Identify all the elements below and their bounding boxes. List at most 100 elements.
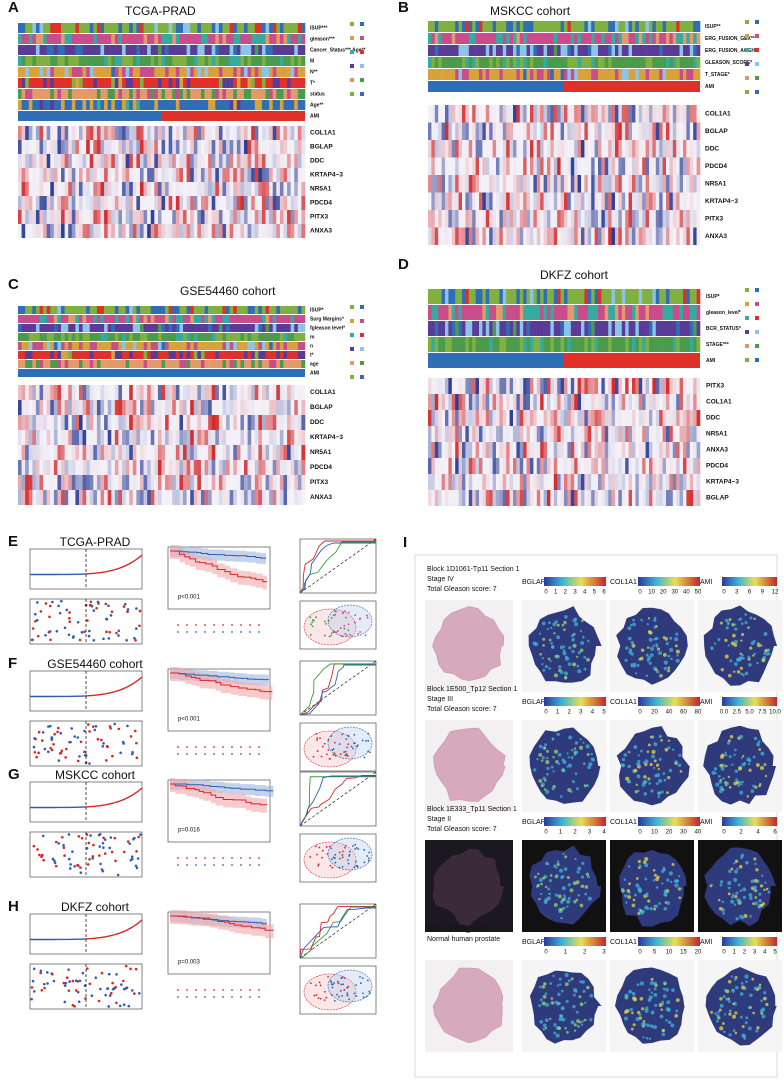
annotation-cell xyxy=(151,342,155,350)
heatmap-cell xyxy=(523,490,527,506)
annotation-cell xyxy=(197,78,201,88)
heatmap-cell xyxy=(686,175,690,193)
heatmap-cell xyxy=(283,182,287,196)
heatmap-cell xyxy=(486,442,490,458)
heatmap-cell xyxy=(158,460,162,475)
panel-title: DKFZ cohort xyxy=(540,268,609,282)
heatmap-cell xyxy=(574,175,578,193)
annotation-cell xyxy=(25,67,29,77)
heatmap-cell xyxy=(176,224,180,238)
annotation-cell xyxy=(298,360,302,368)
heatmap-cell xyxy=(158,430,162,445)
heatmap-cell xyxy=(43,140,47,154)
annotation-cell xyxy=(83,56,87,66)
heatmap-cell xyxy=(598,140,602,158)
annotation-label: age xyxy=(310,361,319,367)
annotation-cell xyxy=(162,360,166,368)
heatmap-cell xyxy=(496,123,500,141)
annotation-cell xyxy=(111,89,115,99)
heatmap-cell xyxy=(101,490,105,505)
annotation-cell xyxy=(40,342,44,350)
heatmap-cell xyxy=(287,154,291,168)
annotation-cell xyxy=(154,56,158,66)
heatmap-cell xyxy=(547,175,551,193)
pca-dot xyxy=(357,744,359,746)
heatmap-cell xyxy=(625,105,629,123)
heatmap-cell xyxy=(75,210,79,224)
heatmap-cell xyxy=(435,474,439,490)
heatmap-cell xyxy=(158,400,162,415)
annotation-cell xyxy=(581,21,585,32)
legend-swatch xyxy=(745,302,749,306)
annotation-cell xyxy=(618,289,622,304)
annotation-cell xyxy=(690,337,694,352)
heatmap-cell xyxy=(642,193,646,211)
pca-dot xyxy=(343,628,345,630)
annotation-cell xyxy=(176,34,180,44)
heatmap-cell xyxy=(520,426,524,442)
heatmap-cell xyxy=(162,224,166,238)
patient-dot xyxy=(59,612,62,615)
legend-swatch xyxy=(360,36,364,40)
heatmap-cell xyxy=(68,415,72,430)
annotation-cell xyxy=(179,67,183,77)
heatmap-cell xyxy=(448,426,452,442)
heatmap-cell xyxy=(612,458,616,474)
heatmap-cell xyxy=(301,415,305,430)
heatmap-cell xyxy=(663,426,667,442)
heatmap-cell xyxy=(673,378,677,394)
annotation-cell xyxy=(197,360,201,368)
annotation-cell xyxy=(601,337,605,352)
annotation-cell xyxy=(435,21,439,32)
annotation-cell xyxy=(622,33,626,44)
annotation-cell xyxy=(428,21,432,32)
annotation-cell xyxy=(615,33,619,44)
heatmap-cell xyxy=(169,140,173,154)
heatmap-cell xyxy=(673,158,677,176)
annotation-cell xyxy=(615,337,619,352)
heatmap-cell xyxy=(462,193,466,211)
annotation-cell xyxy=(212,78,216,88)
annotation-cell xyxy=(459,321,463,336)
heatmap-cell xyxy=(584,378,588,394)
heatmap-cell xyxy=(97,196,101,210)
heatmap-cell xyxy=(540,140,544,158)
heatmap-cell xyxy=(251,475,255,490)
annotation-cell xyxy=(595,21,599,32)
heatmap-cell xyxy=(57,490,61,505)
heatmap-cell xyxy=(158,182,162,196)
heatmap-cell xyxy=(642,474,646,490)
annotation-cell xyxy=(197,324,201,332)
heatmap-cell xyxy=(25,182,29,196)
heatmap-cell xyxy=(520,378,524,394)
heatmap-cell xyxy=(666,426,670,442)
heatmap-cell xyxy=(445,158,449,176)
patient-dot xyxy=(93,609,96,612)
heatmap-cell xyxy=(136,445,140,460)
patient-dot xyxy=(49,630,52,633)
annotation-cell xyxy=(219,45,223,55)
annotation-cell xyxy=(165,34,169,44)
heatmap-cell xyxy=(72,140,76,154)
annotation-cell xyxy=(574,305,578,320)
annotation-cell xyxy=(448,289,452,304)
heatmap-cell xyxy=(489,123,493,141)
heatmap-cell xyxy=(438,410,442,426)
annotation-cell xyxy=(656,305,660,320)
heatmap-cell xyxy=(140,490,144,505)
patient-dot xyxy=(88,630,91,633)
heatmap-cell xyxy=(75,140,79,154)
annotation-cell xyxy=(486,33,490,44)
heatmap-cell xyxy=(291,210,295,224)
heatmap-cell xyxy=(676,158,680,176)
heatmap-cell xyxy=(54,385,58,400)
annotation-cell xyxy=(248,56,252,66)
heatmap-cell xyxy=(465,228,469,246)
heatmap-cell xyxy=(479,210,483,228)
heatmap-cell xyxy=(273,196,277,210)
annotation-cell xyxy=(101,342,105,350)
annotation-cell xyxy=(43,89,47,99)
annotation-cell xyxy=(652,289,656,304)
annotation-cell xyxy=(83,23,87,33)
heatmap-cell xyxy=(618,140,622,158)
